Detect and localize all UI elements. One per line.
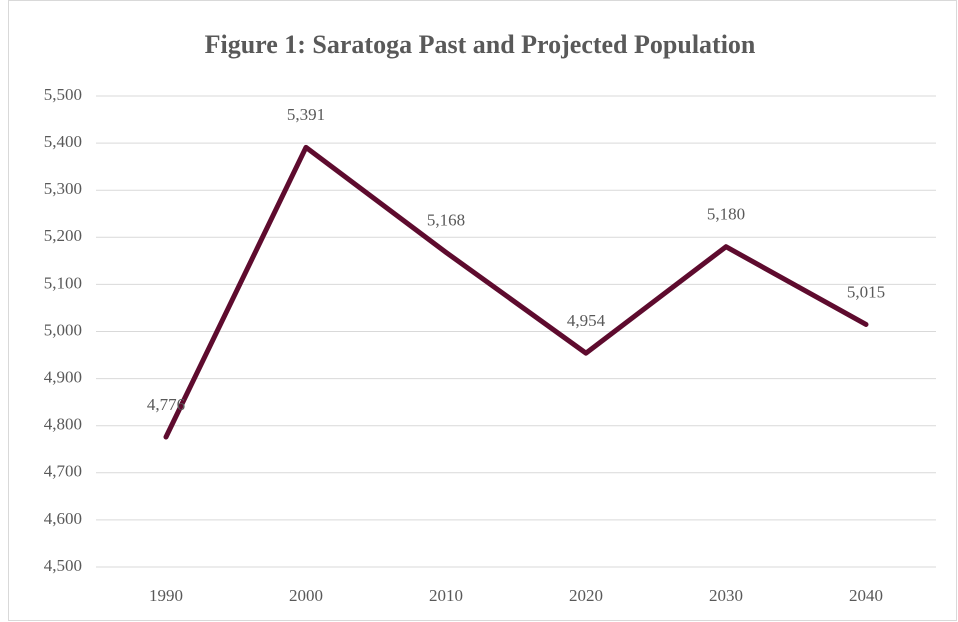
chart-title: Figure 1: Saratoga Past and Projected Po… xyxy=(205,30,756,59)
x-tick-label: 1990 xyxy=(149,586,183,605)
y-tick-label: 5,100 xyxy=(44,273,82,292)
x-tick-label: 2010 xyxy=(429,586,463,605)
y-tick-label: 4,900 xyxy=(44,368,82,387)
x-tick-label: 2020 xyxy=(569,586,603,605)
x-tick-label: 2030 xyxy=(709,586,743,605)
y-tick-label: 4,800 xyxy=(44,415,82,434)
y-tick-label: 5,200 xyxy=(44,226,82,245)
y-tick-label: 4,600 xyxy=(44,509,82,528)
x-tick-label: 2000 xyxy=(289,586,323,605)
y-tick-label: 4,700 xyxy=(44,462,82,481)
data-label: 4,776 xyxy=(147,395,185,414)
y-tick-label: 5,500 xyxy=(44,85,82,104)
chart-frame xyxy=(8,0,957,621)
y-tick-label: 5,000 xyxy=(44,320,82,339)
line-series xyxy=(163,144,869,440)
data-label: 5,015 xyxy=(847,282,885,301)
data-label: 5,180 xyxy=(707,205,745,224)
data-label: 5,391 xyxy=(287,105,325,124)
y-tick-label: 5,300 xyxy=(44,179,82,198)
y-tick-label: 4,500 xyxy=(44,556,82,575)
data-label: 5,168 xyxy=(427,210,465,229)
data-label: 4,954 xyxy=(567,311,606,330)
x-tick-label: 2040 xyxy=(849,586,883,605)
y-tick-label: 5,400 xyxy=(44,132,82,151)
